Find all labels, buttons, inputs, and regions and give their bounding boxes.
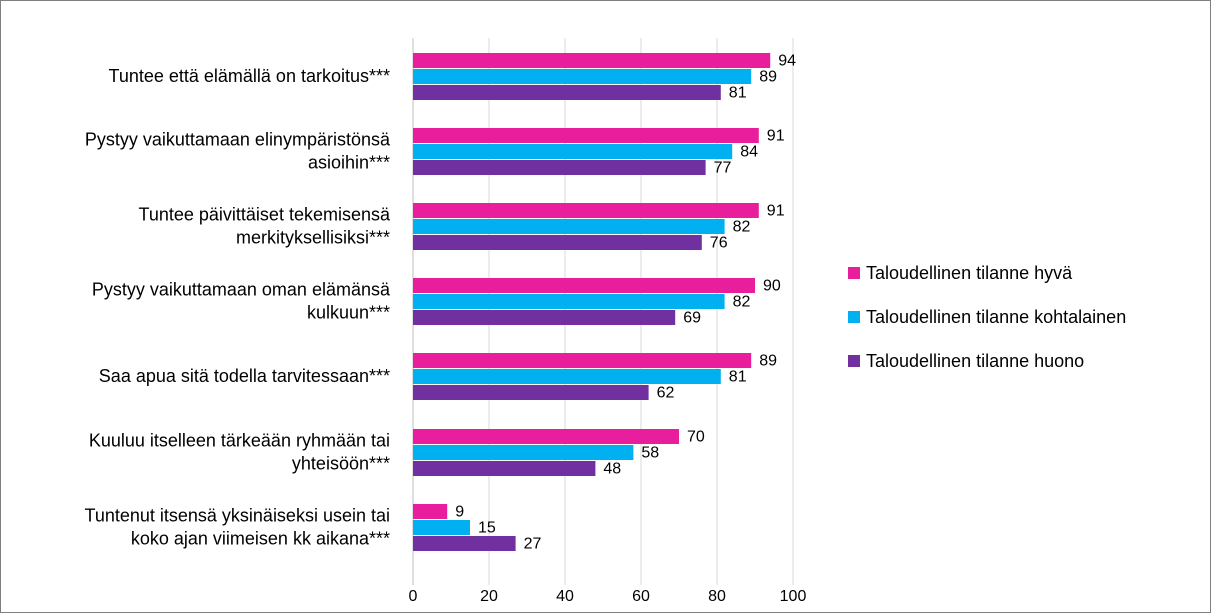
x-tick-label: 40 xyxy=(556,588,574,605)
legend-swatch xyxy=(848,267,860,279)
data-label: 90 xyxy=(763,278,781,295)
category-label: Tuntee että elämällä on tarkoitus*** xyxy=(109,66,391,86)
data-label: 48 xyxy=(603,461,621,478)
bar xyxy=(413,385,649,400)
bar xyxy=(413,520,470,535)
data-label: 76 xyxy=(710,235,728,252)
bar xyxy=(413,53,771,68)
bar xyxy=(413,461,596,476)
legend-label: Taloudellinen tilanne hyvä xyxy=(866,263,1073,283)
bar xyxy=(413,278,755,293)
data-label: 89 xyxy=(759,69,777,86)
legend-label: Taloudellinen tilanne huono xyxy=(866,351,1084,371)
bar xyxy=(413,128,759,143)
bar xyxy=(413,85,721,100)
bar xyxy=(413,219,725,234)
bar xyxy=(413,369,721,384)
bar xyxy=(413,504,448,519)
category-label: Pystyy vaikuttamaan elinympäristönsä xyxy=(85,130,391,150)
bar xyxy=(413,203,759,218)
legend-label: Taloudellinen tilanne kohtalainen xyxy=(866,307,1126,327)
x-tick-label: 100 xyxy=(780,588,807,605)
legend-swatch xyxy=(848,311,860,323)
category-label: merkityksellisiksi*** xyxy=(236,228,390,248)
bar xyxy=(413,144,733,159)
bar xyxy=(413,235,702,250)
data-label: 77 xyxy=(714,160,732,177)
x-tick-label: 60 xyxy=(632,588,650,605)
category-labels: Tuntee että elämällä on tarkoitus*** Pyst… xyxy=(85,66,391,549)
x-tick-label: 80 xyxy=(708,588,726,605)
data-label: 27 xyxy=(524,536,542,553)
data-label: 82 xyxy=(733,294,751,311)
category-label: Tuntenut itsensä yksinäiseksi usein tai xyxy=(85,506,391,526)
bar xyxy=(413,160,706,175)
bar xyxy=(413,310,676,325)
category-label: asioihin*** xyxy=(308,153,390,173)
bar xyxy=(413,294,725,309)
category-label: Pystyy vaikuttamaan oman elämänsä xyxy=(92,280,391,300)
data-label: 58 xyxy=(641,445,659,462)
data-label: 81 xyxy=(729,85,747,102)
x-tick-label: 0 xyxy=(409,588,418,605)
x-tick-label: 20 xyxy=(480,588,498,605)
data-label: 89 xyxy=(759,353,777,370)
data-label: 82 xyxy=(733,219,751,236)
category-label: Kuuluu itselleen tärkeään ryhmään tai xyxy=(89,431,390,451)
bar xyxy=(413,429,679,444)
category-label: yhteisöön*** xyxy=(292,454,390,474)
data-label: 84 xyxy=(740,144,758,161)
category-label: koko ajan viimeisen kk aikana*** xyxy=(131,529,390,549)
category-label: kulkuun*** xyxy=(307,303,390,323)
bar xyxy=(413,445,634,460)
data-label: 15 xyxy=(478,520,496,537)
bar xyxy=(413,69,752,84)
legend-swatch xyxy=(848,355,860,367)
data-label: 62 xyxy=(657,385,675,402)
x-tick-labels: 0 20 40 60 80 100 xyxy=(409,588,807,605)
bar xyxy=(413,353,752,368)
data-labels: 9489819184779182769082698981627058489152… xyxy=(455,53,796,553)
data-label: 69 xyxy=(683,310,701,327)
bars xyxy=(413,53,771,551)
data-label: 9 xyxy=(455,504,464,521)
data-label: 91 xyxy=(767,128,785,145)
legend: Taloudellinen tilanne hyvä Taloudellinen … xyxy=(848,263,1126,371)
category-label: Saa apua sitä todella tarvitessaan*** xyxy=(99,366,390,386)
data-label: 81 xyxy=(729,369,747,386)
data-label: 70 xyxy=(687,429,705,446)
category-label: Tuntee päivittäiset tekemisensä xyxy=(139,205,391,225)
data-label: 94 xyxy=(778,53,796,70)
data-label: 91 xyxy=(767,203,785,220)
bar xyxy=(413,536,516,551)
